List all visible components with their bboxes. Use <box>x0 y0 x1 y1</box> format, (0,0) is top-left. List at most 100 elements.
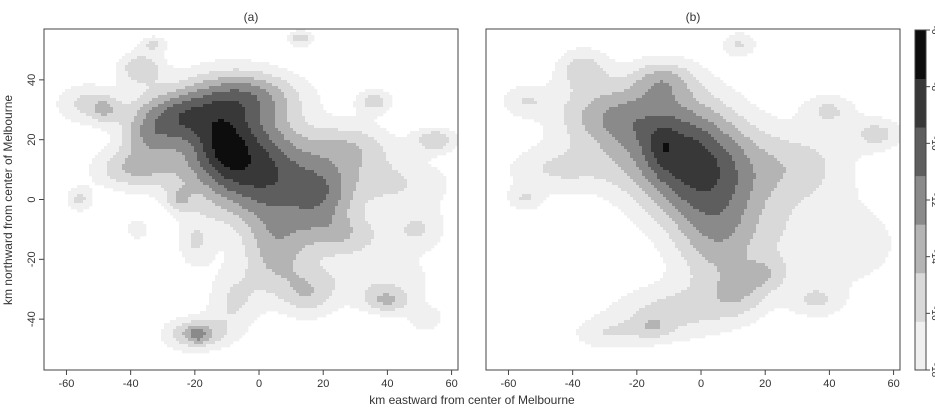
density-cell <box>170 158 174 162</box>
density-cell <box>446 131 450 135</box>
density-cell <box>242 95 246 99</box>
density-cell <box>242 125 246 129</box>
density-cell <box>254 119 258 123</box>
density-cell <box>176 182 180 186</box>
density-cell <box>221 83 225 87</box>
density-cell <box>272 200 276 204</box>
density-cell <box>116 107 120 111</box>
density-cell <box>185 71 189 75</box>
density-cell <box>275 128 279 132</box>
density-cell <box>284 158 288 162</box>
density-cell <box>248 95 252 99</box>
density-cell <box>164 197 168 201</box>
density-cell <box>185 86 189 90</box>
density-cell <box>107 104 111 108</box>
density-cell <box>287 185 291 189</box>
density-cell <box>266 167 270 171</box>
density-cell <box>110 116 114 120</box>
density-cell <box>68 197 72 201</box>
density-cell <box>230 101 234 105</box>
density-cell <box>86 188 90 192</box>
density-cell <box>143 83 147 87</box>
density-cell <box>236 68 240 72</box>
density-cell <box>188 140 192 144</box>
density-cell <box>137 101 141 105</box>
density-cell <box>344 206 348 210</box>
density-cell <box>287 80 291 84</box>
density-cell <box>95 158 99 162</box>
density-cell <box>278 74 282 78</box>
density-cell <box>239 119 243 123</box>
density-cell <box>230 149 234 153</box>
density-cell <box>275 149 279 153</box>
density-cell <box>149 188 153 192</box>
density-cell <box>209 179 213 183</box>
density-cell <box>266 146 270 150</box>
density-cell <box>242 149 246 153</box>
density-cell <box>200 119 204 123</box>
density-cell <box>104 89 108 93</box>
density-cell <box>239 92 243 96</box>
density-cell <box>392 143 396 147</box>
density-cell <box>368 155 372 159</box>
density-cell <box>182 68 186 72</box>
density-cell <box>215 194 219 198</box>
density-cell <box>170 89 174 93</box>
density-cell <box>272 137 276 141</box>
density-cell <box>293 161 297 165</box>
density-cell <box>299 89 303 93</box>
density-cell <box>446 143 450 147</box>
density-cell <box>269 95 273 99</box>
density-cell <box>233 107 237 111</box>
density-cell <box>146 176 150 180</box>
density-cell <box>293 122 297 126</box>
density-cell <box>218 95 222 99</box>
density-cell <box>179 110 183 114</box>
density-cell <box>443 137 447 141</box>
density-cell <box>74 116 78 120</box>
density-cell <box>83 86 87 90</box>
density-cell <box>287 128 291 132</box>
density-cell <box>200 161 204 165</box>
density-cell <box>428 164 432 168</box>
density-cell <box>257 179 261 183</box>
density-cell <box>428 143 432 147</box>
density-cell <box>335 170 339 174</box>
density-cell <box>149 68 153 72</box>
density-cell <box>275 182 279 186</box>
density-cell <box>266 200 270 204</box>
density-cell <box>389 143 393 147</box>
density-cell <box>143 74 147 78</box>
density-cell <box>110 185 114 189</box>
density-cell <box>284 206 288 210</box>
density-cell <box>200 74 204 78</box>
density-cell <box>146 164 150 168</box>
density-cell <box>365 98 369 102</box>
density-cell <box>110 119 114 123</box>
density-cell <box>365 89 369 93</box>
density-cell <box>257 155 261 159</box>
density-cell <box>308 131 312 135</box>
density-cell <box>155 116 159 120</box>
density-cell <box>71 110 75 114</box>
density-cell <box>137 53 141 57</box>
density-cell <box>227 68 231 72</box>
density-cell <box>122 119 126 123</box>
density-cell <box>425 134 429 138</box>
density-cell <box>425 143 429 147</box>
density-cell <box>335 155 339 159</box>
density-cell <box>365 203 369 207</box>
density-cell <box>416 161 420 165</box>
density-cell <box>344 170 348 174</box>
density-cell <box>287 89 291 93</box>
density-cell <box>413 170 417 174</box>
density-cell <box>230 167 234 171</box>
density-cell <box>227 119 231 123</box>
density-cell <box>152 188 156 192</box>
density-cell <box>263 107 267 111</box>
density-cell <box>269 185 273 189</box>
density-cell <box>131 56 135 60</box>
density-cell <box>224 122 228 126</box>
density-cell <box>356 158 360 162</box>
density-cell <box>368 113 372 117</box>
